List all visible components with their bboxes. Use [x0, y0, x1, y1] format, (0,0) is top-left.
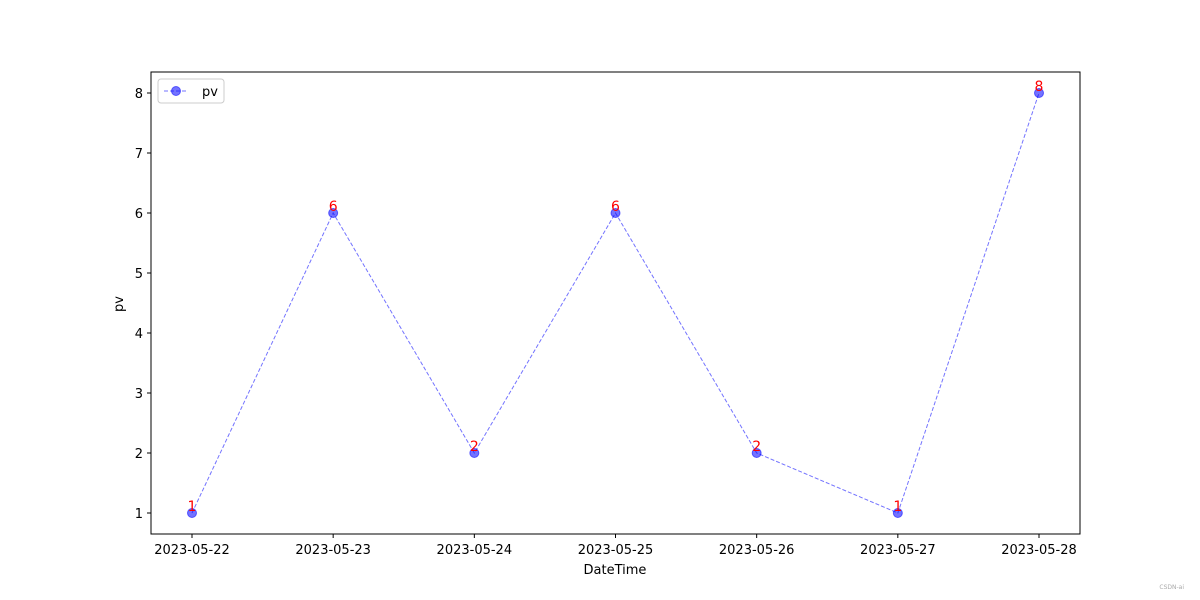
x-tick-label: 2023-05-25	[578, 543, 654, 558]
x-tick-label: 2023-05-27	[860, 543, 936, 558]
data-label: 6	[329, 199, 338, 215]
legend-label: pv	[202, 85, 218, 100]
marker	[469, 448, 480, 458]
x-tick-label: 2023-05-23	[295, 543, 371, 558]
data-label: 2	[470, 439, 479, 455]
legend-marker	[171, 86, 181, 96]
data-label: 8	[1035, 79, 1044, 95]
data-label: 1	[893, 499, 902, 515]
y-tick-label: 4	[135, 327, 143, 342]
data-label: 6	[611, 199, 620, 215]
marker	[328, 208, 339, 218]
marker	[751, 448, 762, 458]
marker	[1034, 88, 1044, 98]
data-label: 2	[752, 439, 761, 455]
data-label: 1	[188, 499, 197, 515]
watermark: CSDN-ai	[1159, 584, 1184, 591]
y-tick-label: 5	[135, 267, 143, 282]
x-tick-label: 2023-05-26	[719, 543, 795, 558]
marker	[610, 208, 621, 218]
marker	[892, 508, 903, 518]
x-tick-label: 2023-05-22	[154, 543, 230, 558]
x-axis-label: DateTime	[584, 563, 647, 578]
marker	[187, 508, 197, 518]
y-tick-label: 8	[135, 87, 143, 102]
x-tick-label: 2023-05-24	[437, 543, 513, 558]
y-tick-label: 1	[135, 507, 143, 522]
y-tick-label: 2	[135, 447, 143, 462]
legend-box	[157, 78, 225, 104]
y-axis-label: pv	[112, 296, 127, 312]
y-tick-label: 3	[135, 387, 143, 402]
y-tick-label: 7	[135, 147, 143, 162]
y-tick-label: 6	[135, 207, 143, 222]
x-tick-label: 2023-05-28	[1001, 543, 1077, 558]
